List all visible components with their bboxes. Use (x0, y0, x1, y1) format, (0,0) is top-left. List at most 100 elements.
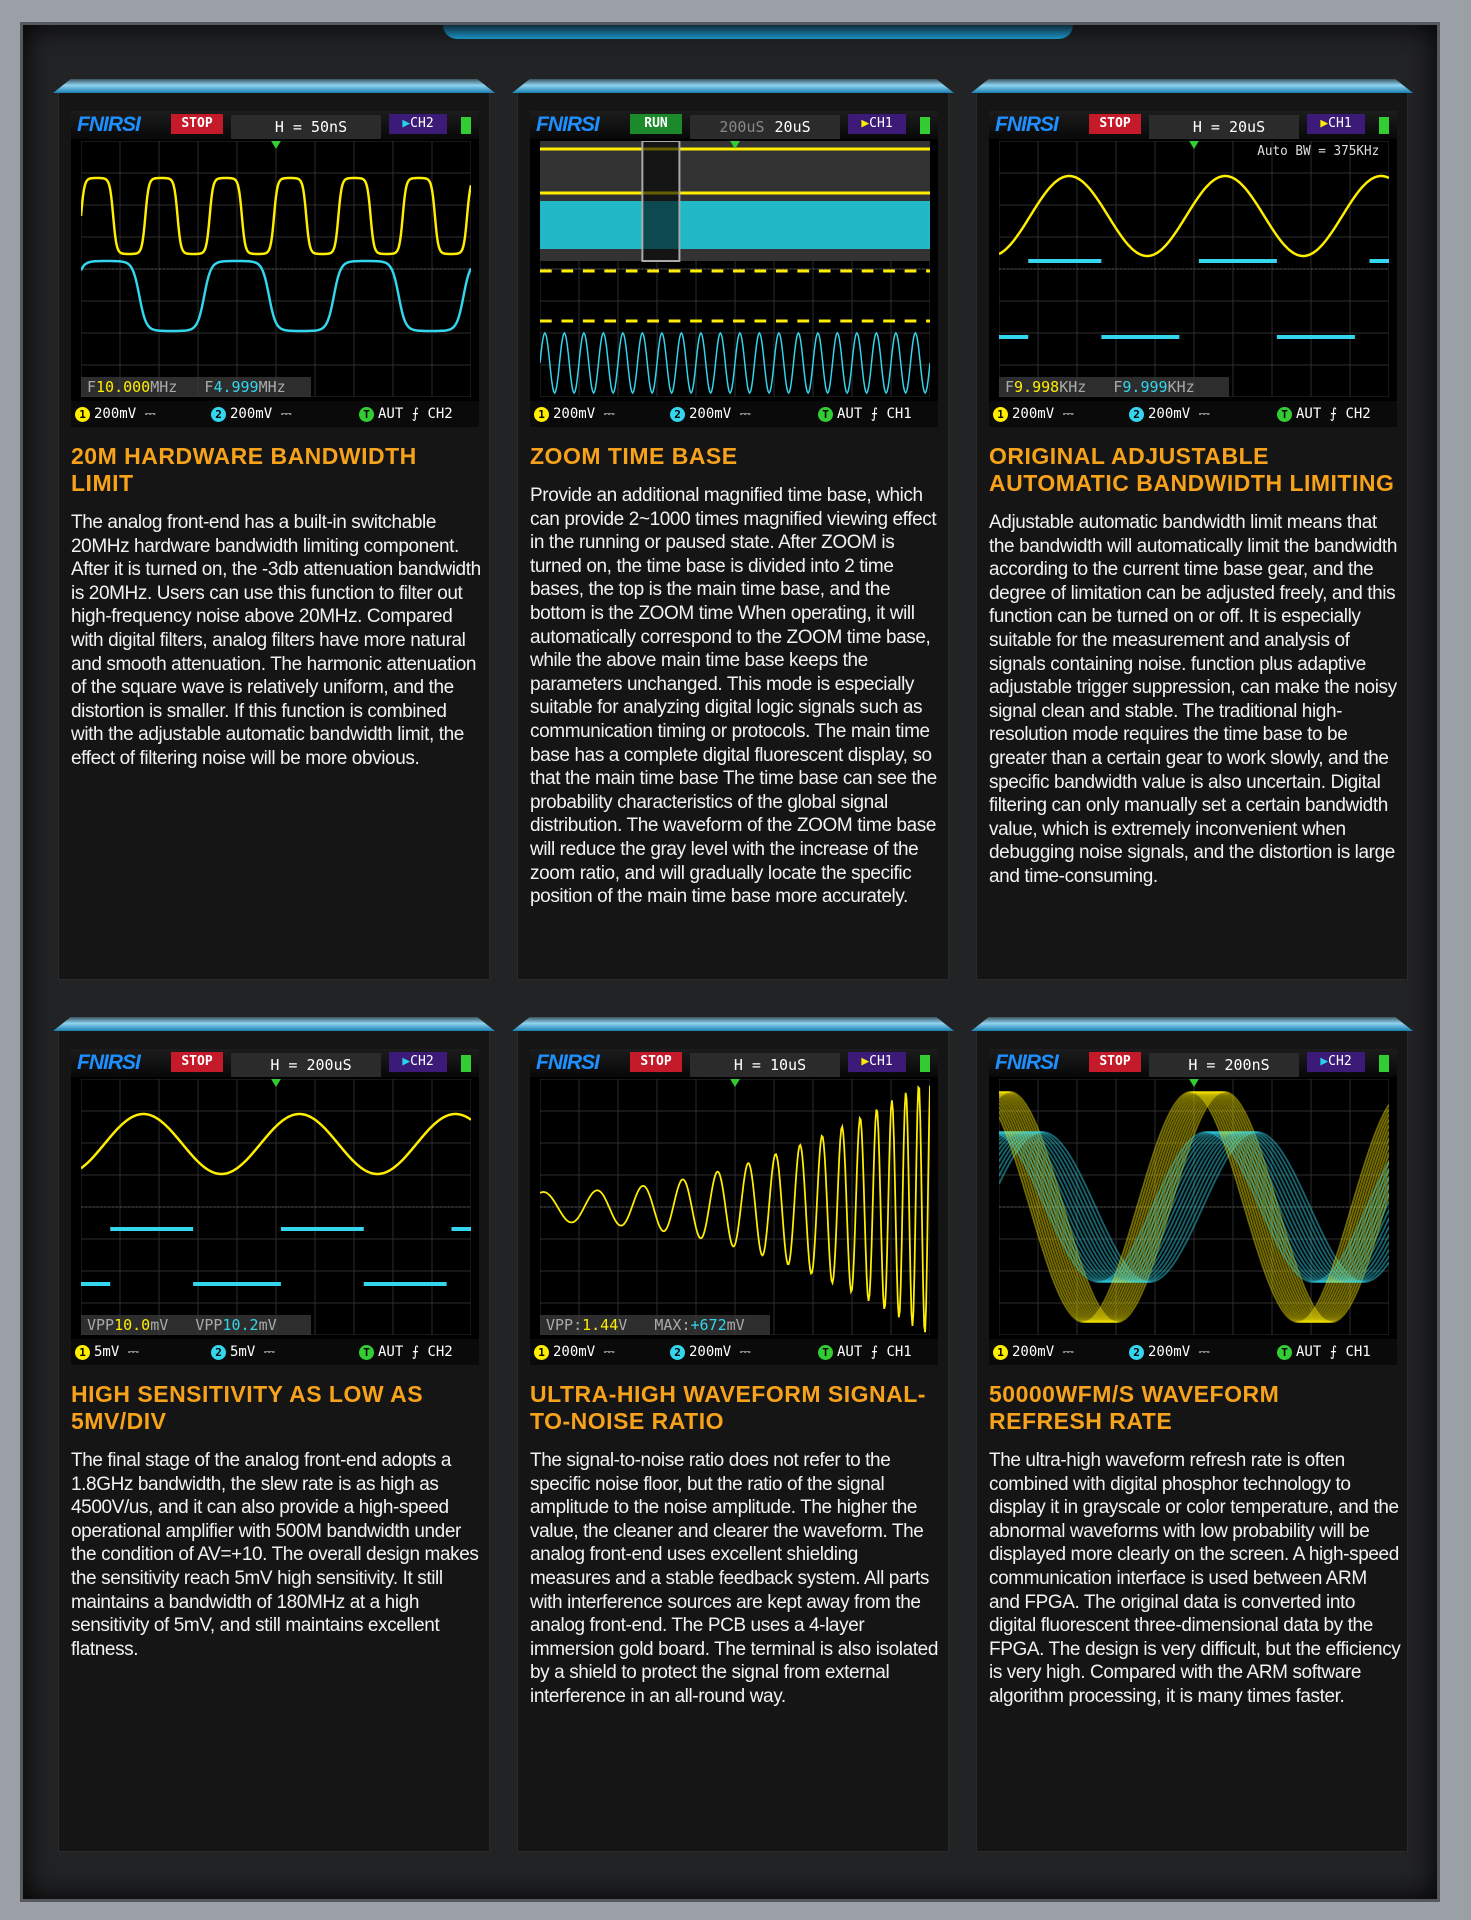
ch2-waveform (451, 1227, 471, 1231)
feature-title: 50000wfm/s waveform refresh rate (989, 1381, 1280, 1434)
oscilloscope-screenshot: FNIRSI STOP H = 200nS ▶CH2 1 200mV ⎓ 2 200… (989, 1049, 1397, 1365)
ch2-persistence-trace (999, 1131, 1389, 1283)
meas2-unit: mV (726, 1316, 745, 1334)
trigger-group: T AUT ⨍ CH1 (1277, 1339, 1371, 1365)
ch1-setting: 1 5mV ⎓ (75, 1339, 139, 1365)
feature-title: 20M hardware bandwidth limit (71, 443, 417, 496)
panel-cap (53, 1017, 495, 1031)
ch2-waveform (280, 1227, 364, 1231)
scope-header: FNIRSI STOP H = 200nS ▶CH2 (989, 1049, 1397, 1077)
ch1-persistence-trace (999, 1091, 1389, 1323)
ch1-persistence-trace (999, 1091, 1389, 1323)
ch2-waveform (193, 1282, 281, 1286)
fnirsi-logo: FNIRSI (77, 113, 141, 136)
feature-description: Adjustable automatic bandwidth limit mea… (989, 512, 1397, 887)
battery-icon (920, 1055, 930, 1072)
fnirsi-logo: FNIRSI (77, 1051, 141, 1074)
run-status-badge: STOP (1089, 114, 1141, 134)
trigger-channel: CH2 (410, 116, 434, 131)
run-status-badge: STOP (630, 1052, 682, 1072)
meas1-unit: KHz (1059, 378, 1087, 396)
scope-header: FNIRSI STOP H = 20uS ▶CH1 (989, 111, 1397, 139)
main-timebase: 200uS (719, 118, 765, 136)
feature-description: The signal-to-noise ratio does not refer… (530, 1450, 939, 1707)
feature-panel: FNIRSI STOP H = 20uS ▶CH1 Auto BW = 375K… (971, 79, 1413, 980)
top-glow (443, 25, 1073, 39)
meas2-label: F (204, 378, 214, 396)
ch2-persistence-trace (999, 1131, 1389, 1283)
ch2-setting: 2 200mV ⎓ (1129, 1339, 1210, 1365)
ch2-persistence-trace (999, 1131, 1389, 1283)
timebase-display: 200uS 20uS (690, 115, 840, 139)
timebase-display: H = 20uS (1149, 115, 1299, 139)
ch2-setting: 2 200mV ⎓ (1129, 401, 1210, 427)
feature-description: The ultra-high waveform refresh rate is … (989, 1450, 1401, 1707)
scope-header: FNIRSI STOP H = 50nS ▶CH2 (71, 111, 479, 139)
trigger-setting: AUT ⨍ CH1 (837, 1344, 912, 1360)
waveform-screen: Auto BW = 375KHz (999, 141, 1389, 397)
feature-description: The final stage of the analog front-end … (71, 1450, 479, 1660)
trigger-channel: CH2 (410, 1054, 434, 1069)
trigger-position-marker (730, 141, 740, 149)
scope-footer: 1 200mV ⎓ 2 200mV ⎓ T AUT ⨍ CH2 (989, 401, 1397, 427)
timebase: 20uS (774, 118, 811, 136)
oscilloscope-screenshot: FNIRSI STOP H = 20uS ▶CH1 Auto BW = 375K… (989, 111, 1397, 427)
ch2-persistence-trace (999, 1131, 1389, 1283)
trigger-channel-badge: ▶CH2 (1307, 1052, 1365, 1072)
ch1-waveform (999, 174, 1389, 258)
trigger-position-marker (1189, 141, 1199, 149)
ch2-persistence-trace (999, 1131, 1389, 1283)
feature-title: Original adjustable automatic bandwidth … (989, 443, 1395, 496)
ch2-scale: 200mV ⎓ (230, 406, 292, 422)
ch1-scale: 200mV ⎓ (553, 1344, 615, 1360)
feature-description: The analog front-end has a built-in swit… (71, 512, 481, 769)
fnirsi-logo: FNIRSI (536, 1051, 600, 1074)
ch1-persistence-trace (999, 1091, 1389, 1323)
trigger-channel: CH1 (869, 1054, 893, 1069)
ch1-persistence-trace (999, 1091, 1389, 1323)
channel-triangle-icon: ▶ (402, 116, 411, 131)
ch2-waveform (363, 1282, 447, 1286)
ch1-setting: 1 200mV ⎓ (75, 401, 156, 427)
trigger-group: T AUT ⨍ CH1 (818, 1339, 912, 1365)
trigger-setting: AUT ⨍ CH1 (1296, 1344, 1371, 1360)
timebase: H = 10uS (733, 1056, 807, 1074)
scope-header: FNIRSI STOP H = 10uS ▶CH1 (530, 1049, 938, 1077)
trigger-channel: CH2 (1328, 1054, 1352, 1069)
battery-icon (461, 117, 471, 134)
trigger-setting: AUT ⨍ CH2 (378, 1344, 453, 1360)
ch2-waveform (1028, 259, 1102, 263)
ch2-scale: 200mV ⎓ (1148, 1344, 1210, 1360)
trigger-setting: AUT ⨍ CH2 (1296, 406, 1371, 422)
oscilloscope-screenshot: FNIRSI STOP H = 200uS ▶CH2 VPP10.0mV VPP… (71, 1049, 479, 1365)
fnirsi-logo: FNIRSI (536, 113, 600, 136)
ch2-persistence-trace (999, 1131, 1389, 1283)
timebase-display: H = 50nS (231, 115, 381, 139)
timebase: H = 200uS (270, 1056, 352, 1074)
trigger-group: T AUT ⨍ CH2 (1277, 401, 1371, 427)
battery-icon (920, 117, 930, 134)
waveform-screen (81, 1079, 471, 1335)
run-status-badge: RUN (630, 114, 682, 134)
measurement-strip: F9.998KHz F9.999KHz (999, 377, 1229, 397)
meas1-label: VPP: (546, 1316, 583, 1334)
ch2-icon: 2 (211, 406, 226, 422)
waveform-screen (540, 141, 930, 397)
trigger-icon: T (1277, 1344, 1292, 1360)
meas1-value: 1.44 (582, 1316, 619, 1334)
timebase: H = 20uS (1192, 118, 1266, 136)
trigger-icon: T (818, 406, 833, 422)
trigger-group: T AUT ⨍ CH2 (359, 1339, 453, 1365)
trigger-channel-badge: ▶CH2 (389, 1052, 447, 1072)
trigger-channel-badge: ▶CH1 (1307, 114, 1365, 134)
feature-panel: FNIRSI STOP H = 50nS ▶CH2 F10.000MHz F4.… (53, 79, 495, 980)
meas2-value: 10.2 (222, 1316, 259, 1334)
trigger-position-marker (1189, 1079, 1199, 1087)
ch2-icon: 2 (1129, 1344, 1144, 1360)
scope-header: FNIRSI RUN 200uS 20uS ▶CH1 (530, 111, 938, 139)
ch2-waveform (1101, 335, 1180, 339)
ch2-icon: 2 (1129, 406, 1144, 422)
ch2-waveform (81, 1282, 111, 1286)
ch1-persistence-trace (999, 1091, 1389, 1323)
ch1-icon: 1 (75, 406, 90, 422)
